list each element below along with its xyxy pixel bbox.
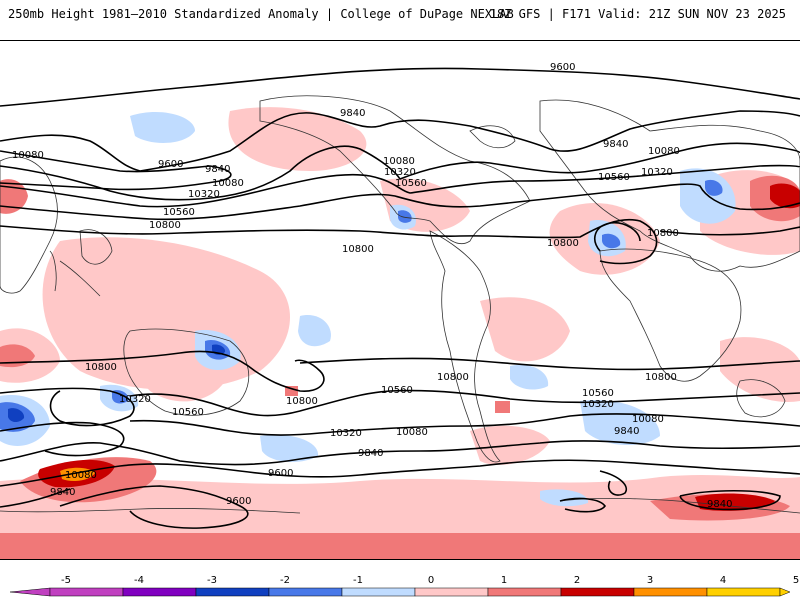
- map-title: 250mb Height 1981–2010 Standardized Anom…: [8, 7, 514, 21]
- legend-tick-label: -4: [134, 575, 144, 586]
- legend-left-arrow: [9, 587, 51, 597]
- legend-band: [414, 587, 489, 597]
- contour-label: 10560: [395, 178, 427, 189]
- contour-label: 10320: [641, 167, 673, 178]
- contour-label: 10800: [342, 244, 374, 255]
- legend-band: [49, 587, 124, 597]
- contour-label: 9840: [50, 487, 75, 498]
- contour-label: 10080: [212, 178, 244, 189]
- legend-tick-label: 4: [720, 575, 726, 586]
- legend-band: [122, 587, 197, 597]
- contour-label: 9600: [158, 159, 183, 170]
- header-bar: 250mb Height 1981–2010 Standardized Anom…: [0, 0, 800, 30]
- anomaly-map: 9600 9840 9840 10080 10320 10560 10800 1…: [0, 40, 800, 560]
- legend-tick-label: 0: [428, 575, 434, 586]
- contour-label: 10080: [65, 470, 97, 481]
- contour-label: 10800: [286, 396, 318, 407]
- contour-label: 10560: [172, 407, 204, 418]
- legend-canvas: -5 -4 -3 -2 -1 0 1 2 3 4 5: [9, 575, 799, 597]
- contour-label: 9840: [205, 164, 230, 175]
- legend-tick-label: -3: [207, 575, 217, 586]
- contour-label: 10800: [149, 220, 181, 231]
- contour-label: 10800: [85, 362, 117, 373]
- contour-label: 10320: [582, 399, 614, 410]
- legend-band: [195, 587, 270, 597]
- contour-label: 10080: [648, 146, 680, 157]
- legend-ticks: -5 -4 -3 -2 -1 0 1 2 3 4 5: [61, 575, 799, 586]
- contour-label: 10800: [437, 372, 469, 383]
- contour-label: 9600: [226, 496, 251, 507]
- contour-label: 9840: [358, 448, 383, 459]
- contour-label: 10320: [119, 394, 151, 405]
- legend-band: [633, 587, 708, 597]
- contour-label: 10560: [381, 385, 413, 396]
- contour-label: 9840: [614, 426, 639, 437]
- strong-negative-areas: [8, 344, 226, 423]
- contour-label: 10560: [598, 172, 630, 183]
- contour-label: 10080: [632, 414, 664, 425]
- contour-label: 9840: [603, 139, 628, 150]
- contour-label: 10080: [383, 156, 415, 167]
- contour-label: 10560: [582, 388, 614, 399]
- legend-band: [341, 587, 416, 597]
- legend-right-arrow: [779, 587, 791, 597]
- contour-label: 10320: [330, 428, 362, 439]
- legend-tick-label: 1: [501, 575, 507, 586]
- legend-tick-label: 5: [793, 575, 799, 586]
- contour-label: 10800: [547, 238, 579, 249]
- legend-bands: [49, 587, 781, 597]
- legend-band: [487, 587, 562, 597]
- contour-label: 10080: [396, 427, 428, 438]
- map-canvas: 9600 9840 9840 10080 10320 10560 10800 1…: [0, 41, 800, 559]
- contour-label: 10560: [163, 207, 195, 218]
- legend-tick-label: 2: [574, 575, 580, 586]
- contour-label: 9840: [707, 499, 732, 510]
- run-info: 18Z GFS | F171 Valid: 21Z SUN NOV 23 202…: [489, 7, 786, 21]
- legend-tick-label: -2: [280, 575, 290, 586]
- contour-label: 9600: [268, 468, 293, 479]
- legend-band: [706, 587, 781, 597]
- contour-label: 10320: [384, 167, 416, 178]
- contour-label: 9840: [340, 108, 365, 119]
- contour-label: 9600: [550, 62, 575, 73]
- legend-tick-label: 3: [647, 575, 653, 586]
- legend-tick-label: -5: [61, 575, 71, 586]
- contour-labels: 9600 9840 9840 10080 10320 10560 10800 1…: [12, 62, 732, 510]
- contour-label: 10320: [188, 189, 220, 200]
- height-contours: [0, 67, 800, 529]
- coastlines: [0, 95, 800, 514]
- legend-band: [560, 587, 635, 597]
- contour-label: 10080: [12, 150, 44, 161]
- color-scale-legend: -5 -4 -3 -2 -1 0 1 2 3 4 5: [0, 570, 800, 600]
- legend-band: [268, 587, 343, 597]
- legend-tick-label: -1: [353, 575, 363, 586]
- contour-label: 10800: [647, 228, 679, 239]
- contour-label: 10800: [645, 372, 677, 383]
